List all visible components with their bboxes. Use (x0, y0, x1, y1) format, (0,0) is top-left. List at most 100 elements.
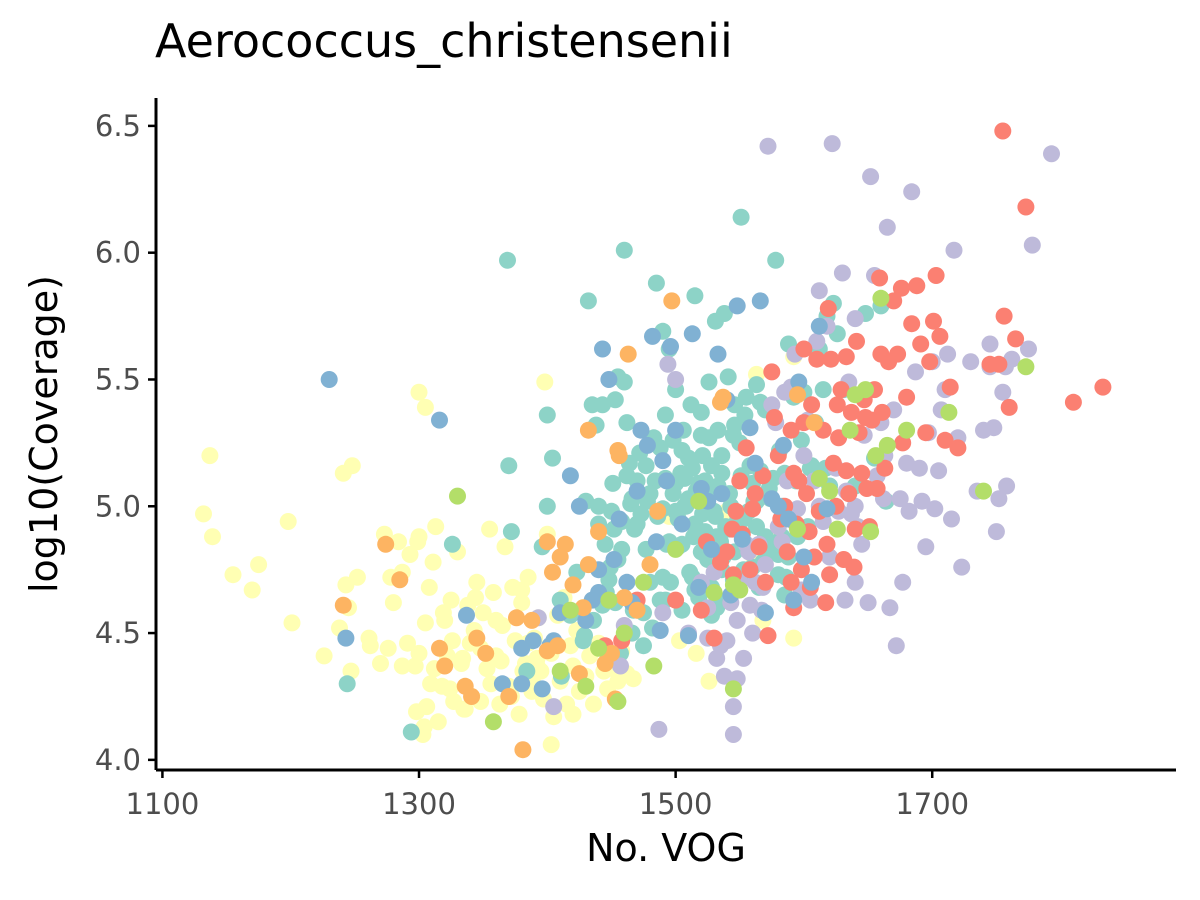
data-point (828, 520, 846, 538)
data-point (889, 345, 907, 363)
data-point (769, 497, 787, 515)
data-point (523, 611, 541, 629)
data-point (925, 312, 942, 330)
data-point (705, 629, 723, 647)
data-point (908, 277, 926, 295)
data-point (673, 515, 691, 533)
data-point (1007, 330, 1025, 348)
data-point (422, 675, 440, 693)
data-point (846, 386, 864, 404)
data-point (632, 421, 650, 439)
data-point (577, 611, 595, 629)
data-point (892, 279, 910, 297)
data-point (846, 497, 864, 515)
data-point (409, 533, 427, 551)
data-point (1000, 398, 1018, 416)
data-point (651, 439, 669, 457)
data-point (431, 639, 448, 657)
data-point (857, 409, 874, 426)
data-point (416, 614, 434, 632)
data-point (612, 657, 629, 675)
data-point (810, 282, 828, 300)
data-point (654, 604, 672, 622)
data-point (667, 421, 685, 439)
data-point (570, 665, 588, 683)
data-point (790, 373, 808, 391)
data-point (727, 502, 745, 520)
data-point (458, 606, 475, 624)
data-point (862, 168, 880, 186)
data-point (927, 267, 945, 284)
data-point (570, 497, 588, 515)
data-point (769, 566, 787, 584)
data-point (759, 627, 777, 645)
data-point (878, 218, 896, 236)
data-point (805, 414, 823, 432)
data-point (953, 558, 971, 576)
data-point (645, 657, 663, 675)
y-tick-label: 4.5 (95, 616, 141, 650)
data-point (832, 381, 850, 399)
data-point (442, 591, 460, 609)
data-point (649, 502, 667, 520)
data-point (700, 373, 718, 391)
data-point (763, 396, 781, 414)
data-point (542, 736, 560, 754)
x-tick-label: 1500 (639, 787, 713, 821)
data-point (635, 637, 652, 655)
data-point (603, 644, 620, 662)
data-point (936, 431, 954, 449)
data-point (654, 452, 672, 470)
data-point (393, 657, 411, 675)
data-point (744, 500, 762, 518)
data-point (585, 695, 602, 713)
data-point (1094, 378, 1112, 396)
data-point (868, 480, 886, 497)
data-point (204, 528, 221, 546)
data-point (372, 655, 389, 672)
data-point (556, 535, 574, 553)
data-point (846, 520, 864, 538)
data-point (549, 637, 567, 655)
data-point (715, 305, 733, 322)
data-point (817, 594, 835, 612)
data-point (943, 510, 960, 528)
data-point (810, 317, 828, 335)
data-point (637, 457, 655, 475)
data-point (384, 594, 402, 612)
data-point (551, 662, 569, 680)
data-point (338, 675, 356, 693)
data-point (596, 535, 614, 553)
data-point (1020, 340, 1037, 358)
data-point (898, 421, 916, 439)
data-point (519, 568, 537, 586)
data-point (921, 353, 939, 371)
data-point (474, 604, 492, 622)
data-point (724, 680, 742, 698)
data-point (410, 644, 428, 662)
data-point (360, 629, 378, 647)
data-point (733, 530, 751, 548)
data-point (609, 693, 627, 710)
data-point (561, 637, 579, 655)
data-point (477, 644, 495, 662)
data-point (493, 675, 511, 693)
x-axis-label: No. VOG (586, 826, 746, 870)
data-point (667, 371, 685, 388)
data-point (536, 373, 554, 391)
data-point (871, 269, 889, 287)
data-point (939, 345, 957, 363)
data-point (618, 467, 636, 485)
data-point (798, 485, 815, 503)
data-point (391, 571, 409, 589)
data-point (610, 447, 628, 465)
data-point (808, 350, 826, 368)
data-point (315, 647, 333, 665)
data-point (735, 649, 753, 667)
data-point (379, 639, 397, 657)
data-point (917, 538, 935, 556)
data-point (615, 373, 633, 391)
data-point (795, 548, 813, 566)
data-point (201, 447, 219, 465)
data-point (401, 546, 419, 563)
